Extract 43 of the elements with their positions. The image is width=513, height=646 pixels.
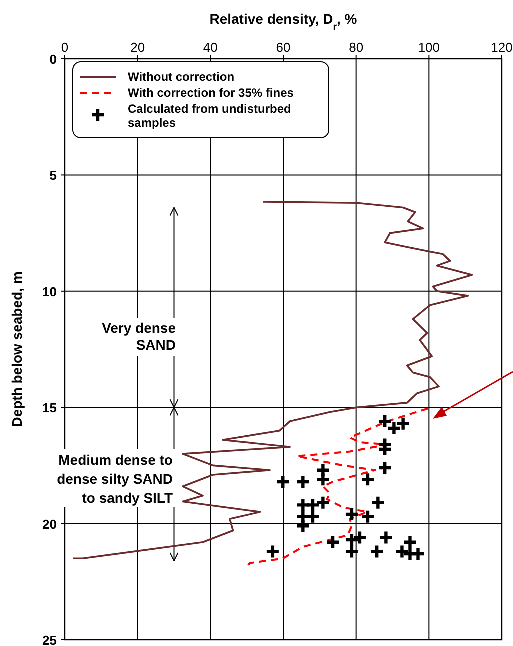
y-axis-title: Depth below seabed, m xyxy=(9,272,25,428)
point xyxy=(378,530,394,546)
x-tick-label: 80 xyxy=(349,40,364,55)
legend-label: Calculated from undisturbed samples xyxy=(128,102,292,130)
line-series xyxy=(246,408,430,568)
legend-label: With correction for 35% fines xyxy=(128,86,294,100)
point xyxy=(410,546,426,562)
y-tick-label: 5 xyxy=(50,168,57,184)
point xyxy=(296,518,311,534)
y-tick-label: 20 xyxy=(42,516,57,532)
legend-label: Without correction xyxy=(128,70,235,84)
x-tick-label: 100 xyxy=(418,40,440,55)
point xyxy=(344,506,360,522)
annotation: Medium dense to dense silty SAND to sandy SILT xyxy=(57,452,174,506)
point xyxy=(296,474,311,490)
point xyxy=(402,534,418,550)
point xyxy=(370,495,386,510)
point xyxy=(325,534,341,550)
y-tick-label: 15 xyxy=(42,400,57,416)
point xyxy=(344,532,360,548)
point xyxy=(396,416,411,432)
point xyxy=(360,472,376,488)
y-tick-label: 10 xyxy=(42,284,57,300)
point xyxy=(352,530,368,546)
y-tick-label: 0 xyxy=(50,52,57,67)
point xyxy=(316,495,331,510)
annotation: Very dense SAND xyxy=(102,320,176,353)
point xyxy=(265,544,281,560)
x-tick-label: 40 xyxy=(203,40,218,55)
x-tick-label: 120 xyxy=(491,40,513,55)
x-tick-label: 20 xyxy=(130,40,146,55)
y-tick-label: 25 xyxy=(42,633,57,646)
point xyxy=(344,544,360,560)
point xyxy=(276,474,291,490)
point xyxy=(369,544,385,560)
x-tick-label: 0 xyxy=(61,40,69,55)
x-axis-title: Relative density, D$_{r}$, % xyxy=(210,11,358,32)
point xyxy=(378,460,393,476)
x-tick-label: 60 xyxy=(276,40,291,55)
point xyxy=(316,472,331,488)
point xyxy=(305,498,321,513)
point xyxy=(360,509,376,524)
point xyxy=(305,509,321,524)
